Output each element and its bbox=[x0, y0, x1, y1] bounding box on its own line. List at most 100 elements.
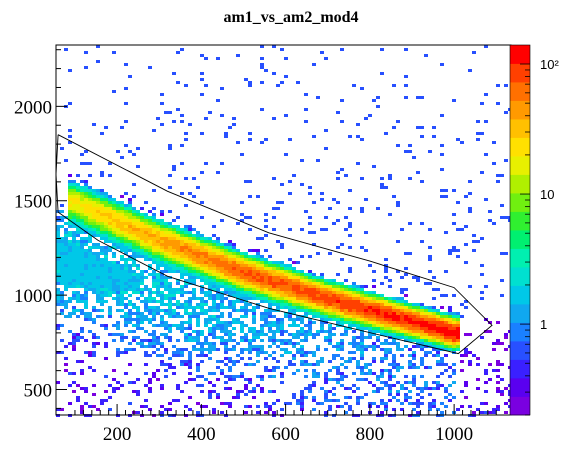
heatmap-cell bbox=[324, 228, 328, 231]
heatmap-cell bbox=[92, 228, 96, 231]
heatmap-cell bbox=[156, 249, 160, 252]
heatmap-cell bbox=[304, 273, 308, 276]
heatmap-cell bbox=[312, 231, 316, 234]
heatmap-cell bbox=[308, 282, 312, 285]
heatmap-cell bbox=[96, 285, 100, 288]
heatmap-cell bbox=[144, 243, 148, 246]
heatmap-cell bbox=[164, 249, 168, 252]
heatmap-cell bbox=[80, 237, 84, 240]
heatmap-cell bbox=[244, 309, 248, 312]
heatmap-cell bbox=[292, 372, 296, 375]
heatmap-cell bbox=[312, 300, 316, 303]
heatmap-cell bbox=[192, 330, 196, 333]
heatmap-cell bbox=[272, 342, 276, 345]
heatmap-cell bbox=[380, 342, 384, 345]
heatmap-cell bbox=[188, 291, 192, 294]
heatmap-cell bbox=[304, 354, 308, 357]
heatmap-cell bbox=[96, 309, 100, 312]
heatmap-cell bbox=[276, 318, 280, 321]
heatmap-cell bbox=[324, 399, 328, 402]
heatmap-cell bbox=[224, 375, 228, 378]
heatmap-cell bbox=[496, 342, 500, 345]
heatmap-cell bbox=[112, 285, 116, 288]
heatmap-cell bbox=[268, 390, 272, 393]
heatmap-cell bbox=[128, 219, 132, 222]
heatmap-cell bbox=[232, 348, 236, 351]
heatmap-cell bbox=[384, 384, 388, 387]
heatmap-cell bbox=[416, 399, 420, 402]
heatmap-cell bbox=[232, 396, 236, 399]
heatmap-cell bbox=[176, 216, 180, 219]
heatmap-cell bbox=[440, 153, 444, 156]
heatmap-cell bbox=[132, 240, 136, 243]
heatmap-cell bbox=[452, 312, 456, 315]
heatmap-cell bbox=[284, 330, 288, 333]
heatmap-cell bbox=[236, 291, 240, 294]
heatmap-cell bbox=[256, 255, 260, 258]
heatmap-cell bbox=[240, 357, 244, 360]
heatmap-cell bbox=[252, 312, 256, 315]
heatmap-cell bbox=[296, 291, 300, 294]
heatmap-cell bbox=[336, 303, 340, 306]
heatmap-cell bbox=[260, 255, 264, 258]
heatmap-cell bbox=[448, 324, 452, 327]
heatmap-cell bbox=[348, 321, 352, 324]
heatmap-cell bbox=[388, 351, 392, 354]
heatmap-cell bbox=[348, 207, 352, 210]
heatmap-cell bbox=[420, 333, 424, 336]
heatmap-cell bbox=[156, 354, 160, 357]
heatmap-cell bbox=[80, 312, 84, 315]
heatmap-cell bbox=[204, 336, 208, 339]
heatmap-cell bbox=[264, 273, 268, 276]
heatmap-cell bbox=[212, 318, 216, 321]
heatmap-cell bbox=[144, 318, 148, 321]
heatmap-cell bbox=[316, 294, 320, 297]
heatmap-cell bbox=[344, 285, 348, 288]
heatmap-cell bbox=[244, 387, 248, 390]
heatmap-cell bbox=[216, 171, 220, 174]
heatmap-cell bbox=[372, 318, 376, 321]
heatmap-cell bbox=[376, 390, 380, 393]
heatmap-cell bbox=[336, 201, 340, 204]
heatmap-cell bbox=[112, 369, 116, 372]
heatmap-cell bbox=[356, 327, 360, 330]
heatmap-cell bbox=[224, 279, 228, 282]
heatmap-cell bbox=[368, 321, 372, 324]
heatmap-cell bbox=[220, 270, 224, 273]
heatmap-cell bbox=[184, 306, 188, 309]
heatmap-cell bbox=[428, 366, 432, 369]
heatmap-cell bbox=[452, 213, 456, 216]
heatmap-cell bbox=[456, 324, 460, 327]
heatmap-cell bbox=[284, 57, 288, 60]
heatmap-cell bbox=[356, 288, 360, 291]
heatmap-cell bbox=[120, 213, 124, 216]
heatmap-cell bbox=[168, 231, 172, 234]
heatmap-cell bbox=[444, 189, 448, 192]
heatmap-cell bbox=[116, 297, 120, 300]
heatmap-cell bbox=[196, 363, 200, 366]
heatmap-cell bbox=[380, 381, 384, 384]
heatmap-cell bbox=[248, 294, 252, 297]
heatmap-cell bbox=[160, 264, 164, 267]
heatmap-cell bbox=[172, 234, 176, 237]
heatmap-cell bbox=[144, 309, 148, 312]
heatmap-cell bbox=[484, 45, 488, 48]
heatmap-cell bbox=[232, 333, 236, 336]
heatmap-cell bbox=[404, 300, 408, 303]
heatmap-cell bbox=[120, 204, 124, 207]
heatmap-cell bbox=[248, 258, 252, 261]
heatmap-cell bbox=[280, 381, 284, 384]
heatmap-cell bbox=[116, 201, 120, 204]
heatmap-cell bbox=[140, 237, 144, 240]
heatmap-cell bbox=[180, 348, 184, 351]
heatmap-cell bbox=[176, 252, 180, 255]
heatmap-cell bbox=[180, 252, 184, 255]
heatmap-cell bbox=[96, 204, 100, 207]
heatmap-cell bbox=[132, 390, 136, 393]
heatmap-cell bbox=[440, 306, 444, 309]
heatmap-cell bbox=[180, 354, 184, 357]
heatmap-cell bbox=[444, 405, 448, 408]
heatmap-cell bbox=[104, 210, 108, 213]
heatmap-cell bbox=[348, 318, 352, 321]
heatmap-cell bbox=[240, 294, 244, 297]
